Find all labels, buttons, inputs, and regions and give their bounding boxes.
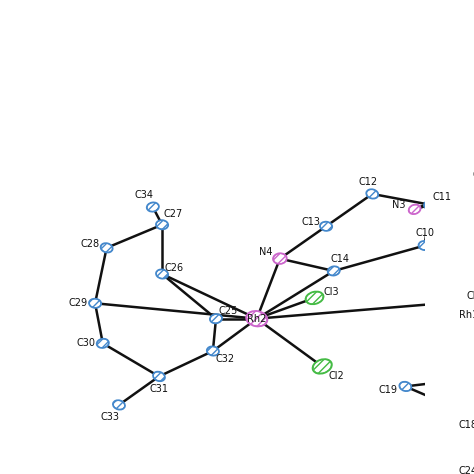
Ellipse shape [462,182,474,191]
Text: Rh2: Rh2 [247,314,266,324]
Text: N4: N4 [259,247,273,257]
Ellipse shape [153,372,165,381]
Ellipse shape [97,338,109,348]
Text: C26: C26 [165,263,184,273]
Text: Rh1: Rh1 [459,310,474,320]
Ellipse shape [460,408,472,418]
Ellipse shape [113,400,125,410]
Ellipse shape [273,253,287,264]
Ellipse shape [419,241,431,250]
Ellipse shape [305,292,324,304]
Text: C27: C27 [163,209,182,219]
Text: C33: C33 [100,412,119,422]
Text: C3: C3 [473,171,474,181]
Ellipse shape [458,307,474,323]
Text: Cl2: Cl2 [328,371,344,381]
Ellipse shape [424,200,436,210]
Text: C24: C24 [459,466,474,474]
Text: C28: C28 [80,239,99,249]
Ellipse shape [100,243,113,253]
Text: C18: C18 [458,420,474,430]
Ellipse shape [207,346,219,356]
Ellipse shape [210,314,222,323]
Text: C10: C10 [415,228,434,238]
Text: C14: C14 [330,254,349,264]
Text: C31: C31 [149,384,168,394]
Text: C12: C12 [359,177,378,187]
Ellipse shape [147,202,159,212]
Text: C11: C11 [433,192,452,202]
Ellipse shape [409,204,420,214]
Text: C25: C25 [219,306,238,316]
Ellipse shape [451,293,471,310]
Ellipse shape [312,359,332,374]
Text: Cl1: Cl1 [467,291,474,301]
Text: C13: C13 [301,218,320,228]
Text: C19: C19 [379,385,398,395]
Ellipse shape [246,311,267,327]
Ellipse shape [461,452,473,462]
Text: C29: C29 [69,298,88,308]
Ellipse shape [156,269,168,279]
Ellipse shape [156,220,168,229]
Text: C34: C34 [134,190,153,200]
Ellipse shape [89,299,101,308]
Ellipse shape [328,266,340,275]
Text: C32: C32 [216,354,235,364]
Ellipse shape [399,382,411,391]
Ellipse shape [366,189,378,199]
Text: C30: C30 [76,338,95,348]
Ellipse shape [320,222,332,231]
Text: Cl3: Cl3 [324,287,339,297]
Text: N3: N3 [392,201,406,210]
